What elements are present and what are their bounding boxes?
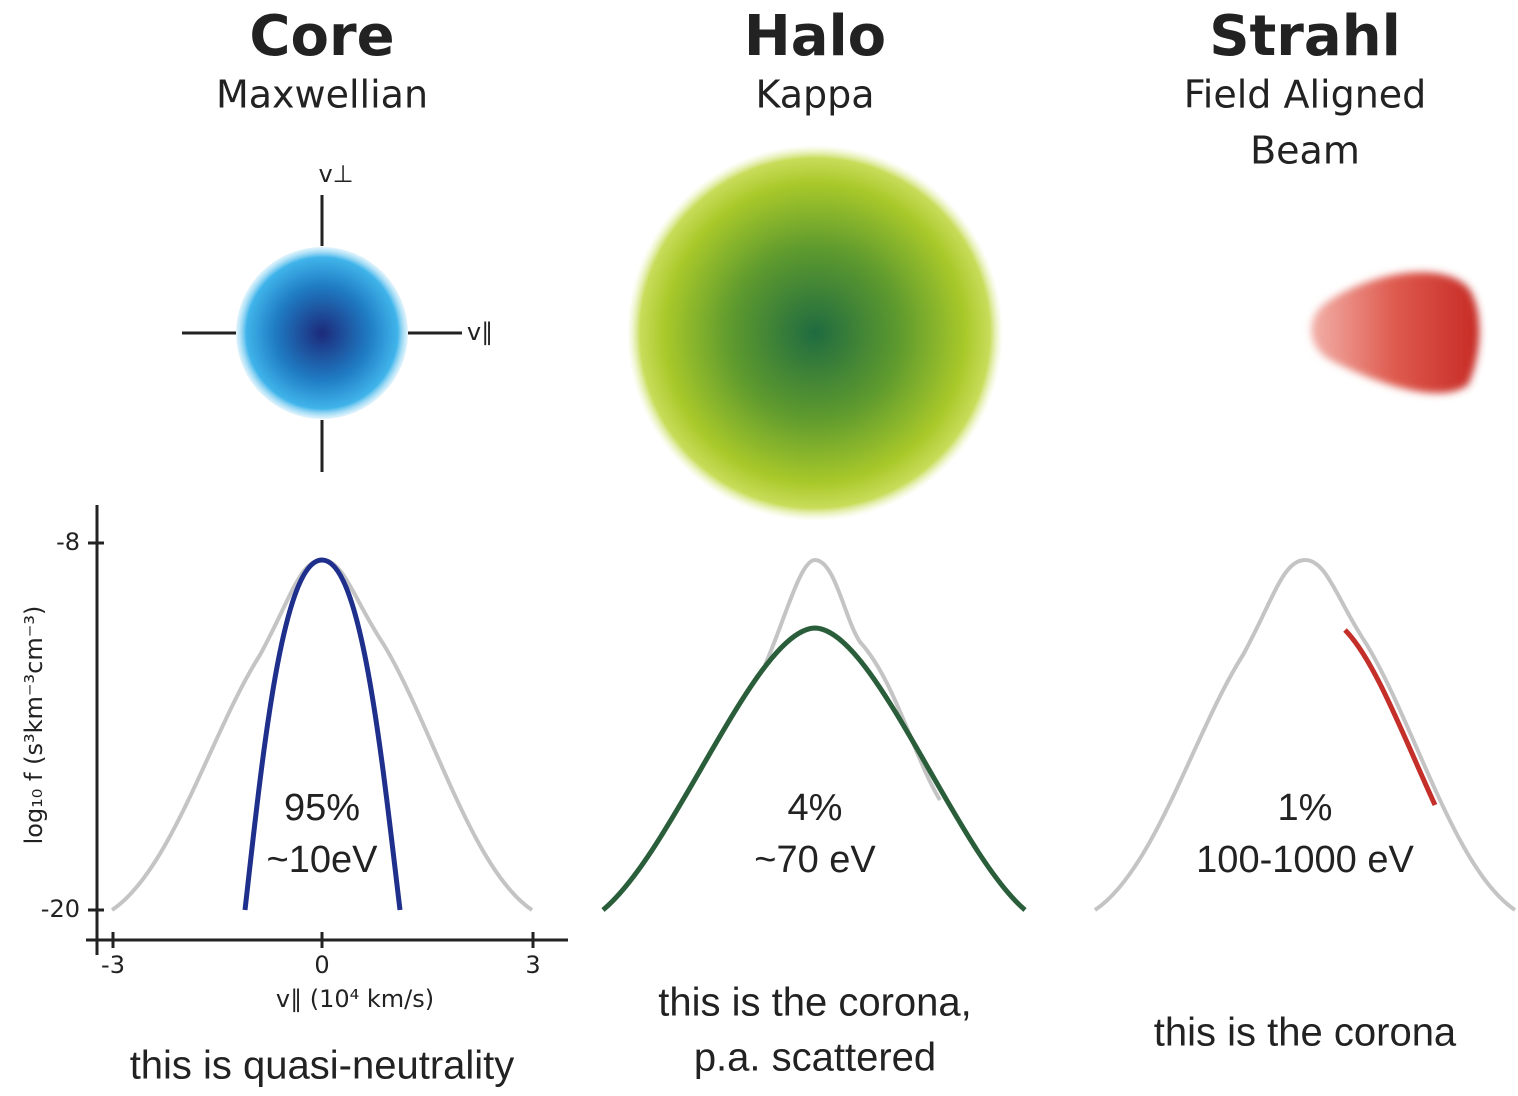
x-tick-label: -3	[101, 951, 125, 979]
x-tick-label: 0	[314, 951, 329, 979]
caption: p.a. scattered	[694, 1036, 936, 1080]
fraction-label: 4%	[788, 787, 843, 829]
distribution-curve	[1343, 628, 1438, 807]
caption: this is quasi-neutrality	[130, 1044, 515, 1088]
distribution-curve	[601, 625, 1027, 912]
panel-title: Halo	[744, 4, 886, 69]
y-tick-label: -20	[41, 895, 80, 923]
y-tick-label: -8	[56, 528, 80, 556]
y-axis-label: log₁₀ f (s³km⁻³cm⁻³)	[20, 606, 48, 845]
strahl-distribution	[1311, 272, 1480, 394]
panel-subtitle: Beam	[1250, 129, 1360, 173]
energy-label: ~10eV	[267, 839, 379, 881]
energy-label: 100-1000 eV	[1196, 839, 1414, 881]
x-axis-label: v∥ (10⁴ km/s)	[276, 985, 434, 1013]
distribution-curve	[1093, 557, 1517, 912]
panel-title: Core	[249, 4, 394, 69]
distribution-curve	[763, 557, 942, 802]
caption: this is the corona	[1154, 1011, 1457, 1055]
velocity-axes	[182, 195, 462, 472]
x-tick-label: 3	[525, 951, 540, 979]
panel-subtitle: Kappa	[755, 73, 874, 117]
distribution-curve	[242, 557, 403, 911]
plot-axes	[86, 505, 568, 955]
halo-distribution	[627, 145, 1003, 521]
panel-subtitle: Field Aligned	[1184, 73, 1427, 117]
panel-title: Strahl	[1209, 4, 1401, 69]
v-par-label: v∥	[467, 318, 493, 346]
core-distribution	[236, 247, 408, 419]
fraction-label: 1%	[1278, 787, 1333, 829]
panel-subtitle: Maxwellian	[216, 73, 428, 117]
v-perp-label: v⊥	[318, 160, 353, 188]
fraction-label: 95%	[284, 787, 360, 829]
caption: this is the corona,	[658, 981, 972, 1025]
energy-label: ~70 eV	[754, 839, 876, 881]
